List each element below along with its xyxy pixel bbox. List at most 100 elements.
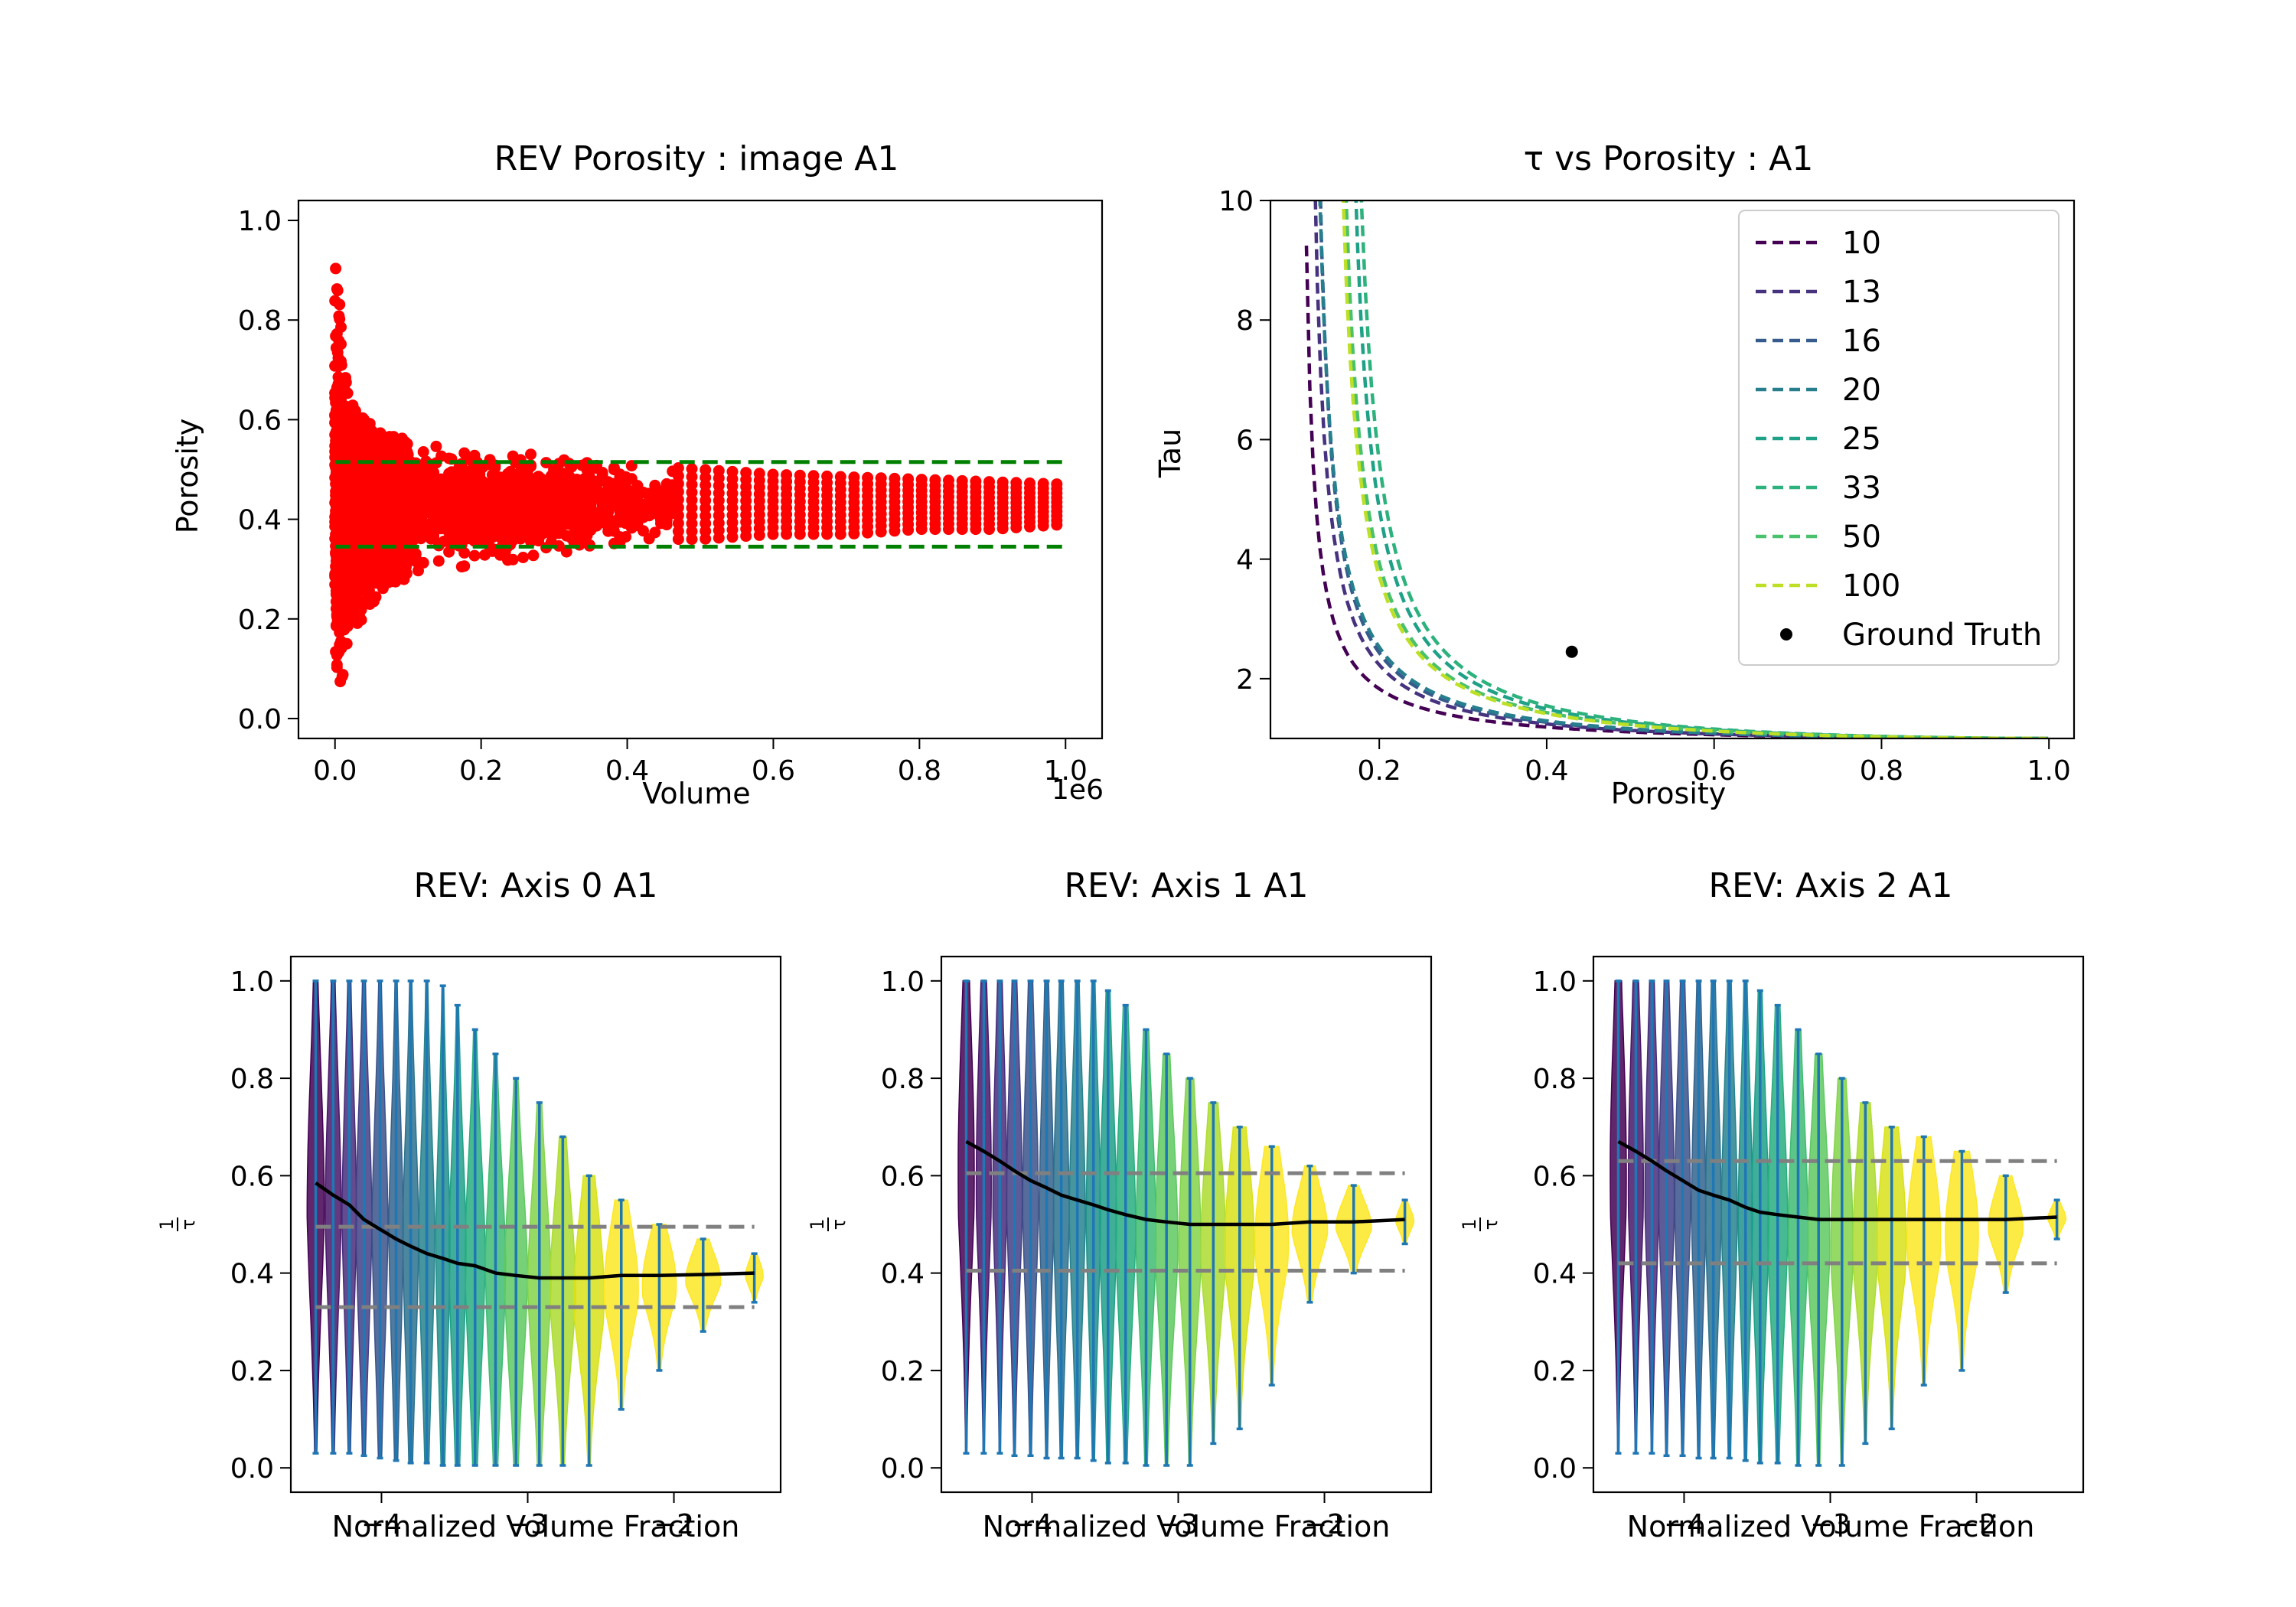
x-tick-label: 0.2 <box>1358 755 1401 787</box>
violins <box>957 980 1415 1467</box>
y-tick-label: 0.8 <box>230 1064 274 1095</box>
axes-frame <box>297 199 1104 740</box>
scatter-point <box>335 359 347 371</box>
scatter-point <box>430 440 442 452</box>
panel-tau-vs-porosity: τ vs Porosity : A1 Porosity Tau 0.2 0.4 0.… <box>1153 139 2076 810</box>
axes-frame <box>1592 955 2085 1494</box>
x-tick-label: 0.4 <box>1525 755 1568 787</box>
legend-entry: 50 <box>1842 520 1881 555</box>
scatter-point <box>672 478 684 490</box>
scatter-point <box>875 472 887 484</box>
y-axis-label: Porosity <box>171 419 204 534</box>
scatter-point <box>401 438 413 450</box>
plot-area: 0.0 0.2 0.4 0.6 0.8 1.00.00.20.40.60.81.0 <box>238 199 1104 787</box>
y-tick-label: 1.0 <box>230 966 274 998</box>
scatter-point <box>417 446 429 458</box>
chart-title: REV: Axis 1 A1 <box>1064 866 1308 905</box>
scatter-point <box>672 525 684 537</box>
y-tick-label: 4 <box>1236 545 1254 576</box>
axes-frame <box>289 955 782 1494</box>
scatter-point <box>335 321 347 333</box>
scatter-point <box>956 474 968 487</box>
x-axis-label: Normalized Volume Fraction <box>983 1510 1391 1543</box>
x-offset-label: 1e6 <box>1052 774 1104 806</box>
scatter-point <box>400 567 413 579</box>
x-tick-label: −3 <box>1158 1509 1199 1540</box>
plot-marks <box>306 980 764 1467</box>
x-tick-label: 0.8 <box>898 755 941 787</box>
scatter-point <box>672 533 684 546</box>
legend-entry: Ground Truth <box>1842 618 2042 653</box>
chart-title: τ vs Porosity : A1 <box>1524 139 1814 178</box>
y-tick-label: 0.2 <box>230 1356 274 1387</box>
y-tick-label: 0.8 <box>881 1064 925 1095</box>
x-axis-label: Normalized Volume Fraction <box>1627 1510 2035 1543</box>
chart-title: REV: Axis 2 A1 <box>1708 866 1952 905</box>
chart-title: REV Porosity : image A1 <box>494 139 899 178</box>
scatter-point <box>983 476 995 488</box>
y-tick-label: 0.0 <box>238 704 282 735</box>
panel-rev-axis-2: REV: Axis 2 A1 Normalized Volume Fractio… <box>1459 866 2085 1543</box>
y-tick-label: 0.0 <box>230 1453 274 1485</box>
median-line <box>965 1139 1405 1227</box>
x-tick-label: −3 <box>1810 1509 1851 1540</box>
scatter-point <box>355 614 367 626</box>
axes-frame <box>1269 199 2076 740</box>
scatter-point <box>915 474 928 486</box>
x-tick-label: −3 <box>507 1509 548 1540</box>
y-tick-label: 0.0 <box>1533 1453 1577 1485</box>
scatter-point <box>458 547 471 559</box>
plot-area: −4 −3 −20.00.20.40.60.81.01 τ <box>156 955 782 1540</box>
x-tick-label: 0.2 <box>459 755 503 787</box>
scatter-point <box>672 486 684 498</box>
scatter-point <box>409 548 422 560</box>
x-tick-label: 0.6 <box>752 755 795 787</box>
y-tick-label: 1.0 <box>1533 966 1577 998</box>
x-axis-label: Porosity <box>1611 777 1727 810</box>
scatter-point <box>337 669 349 681</box>
panel-rev-axis-1: REV: Axis 1 A1 Normalized Volume Fractio… <box>807 866 1433 1543</box>
y-tick-label: 0.6 <box>881 1161 925 1192</box>
scatter-point <box>341 387 354 399</box>
y-tick-label: 0.4 <box>881 1259 925 1290</box>
chart-title: REV: Axis 0 A1 <box>413 866 657 905</box>
scatter-point <box>1051 478 1063 491</box>
scatter-point <box>330 262 342 275</box>
panel-rev-porosity: REV Porosity : image A1 Volume Porosity … <box>171 139 1104 810</box>
scatter-point <box>334 298 346 311</box>
x-tick-label: −4 <box>361 1509 402 1540</box>
x-tick-label: −2 <box>654 1509 694 1540</box>
scatter-point <box>566 461 578 473</box>
x-tick-label: 0.0 <box>313 755 357 787</box>
x-tick-label: −2 <box>1956 1509 1997 1540</box>
y-tick-label: 0.8 <box>238 305 282 337</box>
y-tick-label: 1.0 <box>881 966 925 998</box>
scatter-point <box>781 469 793 481</box>
y-tick-label: 2 <box>1236 664 1254 696</box>
scatter-point <box>507 553 519 566</box>
scatter-point <box>970 475 982 487</box>
x-tick-label: 1.0 <box>2027 755 2071 787</box>
scatter-point <box>672 470 684 482</box>
scatter-point <box>560 546 572 558</box>
median-line <box>1617 1139 2057 1221</box>
scatter-point <box>331 285 344 297</box>
scatter-point <box>672 517 684 530</box>
plot-marks <box>329 262 1066 688</box>
scatter-point <box>349 405 361 417</box>
scatter-point <box>1037 478 1049 490</box>
x-axis-label: Normalized Volume Fraction <box>332 1510 740 1543</box>
scatter-point <box>686 463 698 475</box>
y-axis-label: Tau <box>1153 429 1187 478</box>
scatter-point <box>700 464 712 476</box>
x-axis-label: Volume <box>642 777 750 810</box>
scatter-point <box>943 474 954 487</box>
median-line <box>315 1182 755 1280</box>
scatter-point <box>753 468 765 480</box>
y-tick-label: 0.2 <box>881 1356 925 1387</box>
scatter-point <box>458 560 471 572</box>
